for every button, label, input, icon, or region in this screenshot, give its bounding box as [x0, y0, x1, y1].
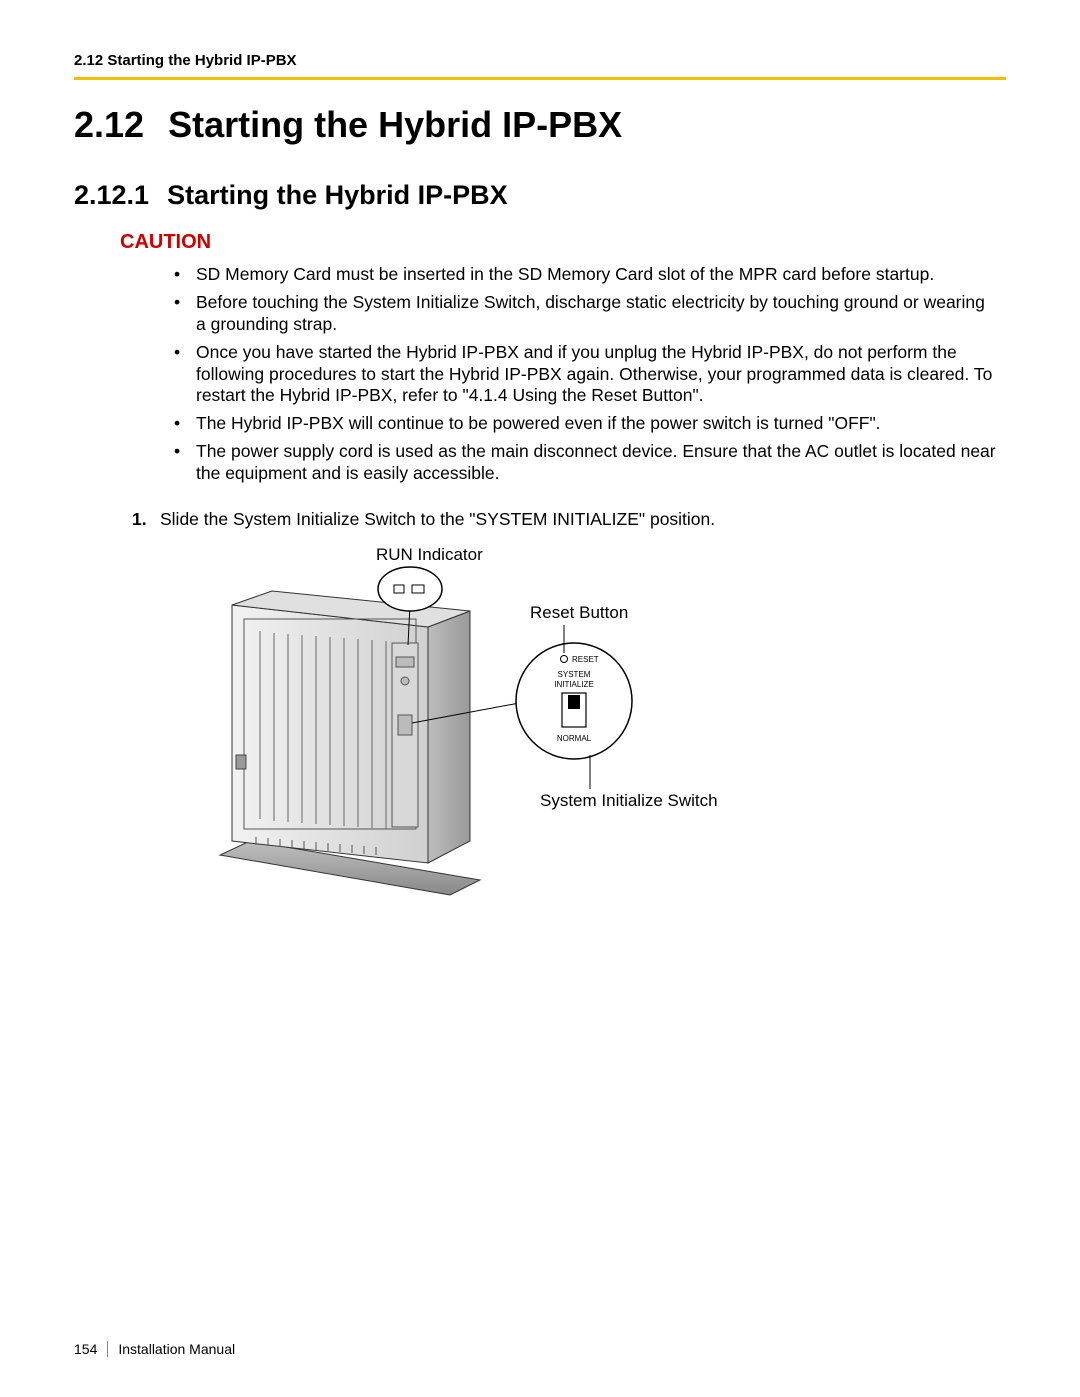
caution-label: CAUTION — [120, 231, 1006, 254]
running-head: 2.12 Starting the Hybrid IP-PBX — [74, 52, 1006, 69]
subsection-number: 2.12.1 — [74, 180, 149, 210]
section-heading: 2.12 Starting the Hybrid IP-PBX — [74, 104, 1006, 146]
caution-list: SD Memory Card must be inserted in the S… — [174, 264, 996, 485]
section-number: 2.12 — [74, 104, 144, 145]
device-illustration: RESET SYSTEM INITIALIZE NORMAL — [160, 545, 720, 925]
subsection-title: Starting the Hybrid IP-PBX — [167, 180, 508, 210]
list-item: Once you have started the Hybrid IP-PBX … — [174, 342, 996, 408]
detail-reset-text: RESET — [572, 655, 599, 664]
list-item: Before touching the System Initialize Sw… — [174, 292, 996, 336]
step-text: Slide the System Initialize Switch to th… — [160, 509, 715, 531]
list-item: The Hybrid IP-PBX will continue to be po… — [174, 413, 996, 435]
footer-separator — [107, 1341, 108, 1357]
label-reset-button: Reset Button — [530, 603, 628, 623]
doc-title: Installation Manual — [118, 1341, 235, 1357]
section-title: Starting the Hybrid IP-PBX — [168, 104, 622, 145]
header-rule — [74, 77, 1006, 80]
figure: RUN Indicator Reset Button System Initia… — [160, 545, 720, 925]
step-number: 1. — [132, 509, 160, 531]
subsection-heading: 2.12.1 Starting the Hybrid IP-PBX — [74, 180, 1006, 211]
detail-normal-text: NORMAL — [557, 734, 592, 743]
list-item: The power supply cord is used as the mai… — [174, 441, 996, 485]
detail-system-text: SYSTEM — [558, 670, 591, 679]
label-run-indicator: RUN Indicator — [376, 545, 483, 565]
detail-initialize-text: INITIALIZE — [554, 680, 594, 689]
list-item: SD Memory Card must be inserted in the S… — [174, 264, 996, 286]
label-sys-init-switch: System Initialize Switch — [540, 791, 718, 811]
page-number: 154 — [74, 1341, 97, 1357]
page-footer: 154 Installation Manual — [74, 1341, 235, 1357]
step-1: 1. Slide the System Initialize Switch to… — [132, 509, 1006, 531]
